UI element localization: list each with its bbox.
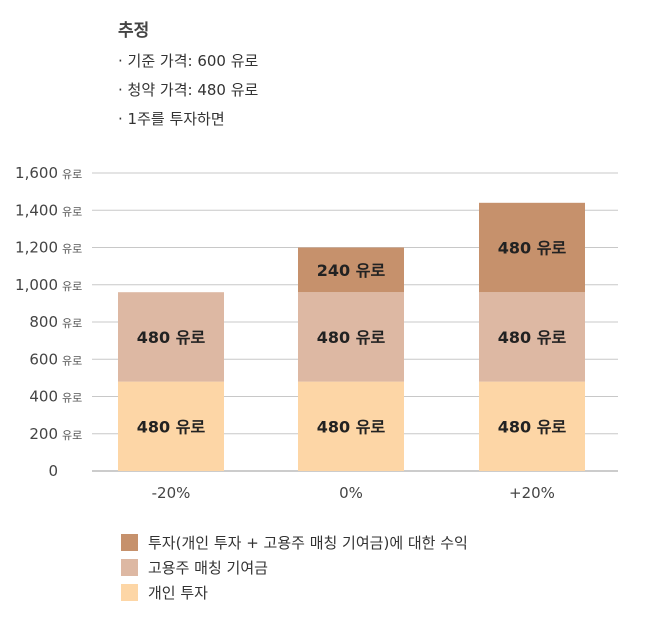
y-tick-label: 1,400 bbox=[15, 201, 58, 219]
bar-segment bbox=[479, 202, 585, 293]
y-tick-label: 0 bbox=[48, 462, 58, 480]
bar-segment bbox=[479, 381, 585, 471]
y-tick-unit: 유로 bbox=[62, 243, 82, 256]
bar-data-label: 480 유로 bbox=[498, 417, 567, 436]
y-tick-unit: 유로 bbox=[62, 317, 82, 330]
x-tick-label: 0% bbox=[339, 484, 363, 502]
x-tick-label: -20% bbox=[152, 484, 191, 502]
legend: 투자(개인 투자 + 고용주 매칭 기여금)에 대한 수익 고용주 매칭 기여금… bbox=[121, 530, 468, 605]
legend-label: 투자(개인 투자 + 고용주 매칭 기여금)에 대한 수익 bbox=[148, 534, 468, 552]
legend-label: 고용주 매칭 기여금 bbox=[148, 559, 268, 577]
y-tick-unit: 유로 bbox=[62, 354, 82, 367]
bar-data-label: 240 유로 bbox=[317, 261, 386, 280]
legend-swatch bbox=[121, 559, 138, 576]
chart-header: 추정 기준 가격: 600 유로 청약 가격: 480 유로 1주를 투자하면 bbox=[118, 16, 258, 134]
legend-item-employer-match: 고용주 매칭 기여금 bbox=[121, 555, 468, 580]
legend-label: 개인 투자 bbox=[148, 584, 208, 602]
y-tick-unit: 유로 bbox=[62, 429, 82, 442]
bar-data-label: 480 유로 bbox=[317, 328, 386, 347]
bar-segment bbox=[479, 292, 585, 382]
legend-swatch bbox=[121, 584, 138, 601]
legend-swatch bbox=[121, 534, 138, 551]
y-tick-label: 800 bbox=[29, 313, 58, 331]
bar-data-label: 480 유로 bbox=[498, 328, 567, 347]
bar-data-label: 480 유로 bbox=[137, 328, 206, 347]
bar-segment bbox=[118, 292, 224, 382]
y-tick-label: 1,000 bbox=[15, 276, 58, 294]
bar-segment bbox=[298, 381, 404, 471]
invest-one-share-line: 1주를 투자하면 bbox=[118, 105, 258, 134]
chart-title: 추정 bbox=[118, 21, 150, 41]
y-tick-unit: 유로 bbox=[62, 280, 82, 293]
y-tick-label: 1,600 bbox=[15, 164, 58, 182]
legend-item-return: 투자(개인 투자 + 고용주 매칭 기여금)에 대한 수익 bbox=[121, 530, 468, 555]
y-tick-label: 400 bbox=[29, 388, 58, 406]
bar-data-label: 480 유로 bbox=[137, 417, 206, 436]
y-tick-unit: 유로 bbox=[62, 168, 82, 181]
y-tick-unit: 유로 bbox=[62, 392, 82, 405]
legend-item-personal-investment: 개인 투자 bbox=[121, 580, 468, 605]
bar-data-label: 480 유로 bbox=[317, 417, 386, 436]
y-tick-unit: 유로 bbox=[62, 205, 82, 218]
base-price-line: 기준 가격: 600 유로 bbox=[118, 47, 259, 76]
bar-data-label: 480 유로 bbox=[498, 239, 567, 258]
y-tick-label: 200 bbox=[29, 425, 58, 443]
bar-segment bbox=[118, 381, 224, 471]
bar-segment bbox=[298, 292, 404, 382]
x-tick-label: +20% bbox=[509, 484, 555, 502]
y-tick-label: 1,200 bbox=[15, 239, 58, 257]
subscription-price-line: 청약 가격: 480 유로 bbox=[118, 76, 259, 105]
y-tick-label: 600 bbox=[29, 350, 58, 368]
bar-segment bbox=[298, 247, 404, 293]
